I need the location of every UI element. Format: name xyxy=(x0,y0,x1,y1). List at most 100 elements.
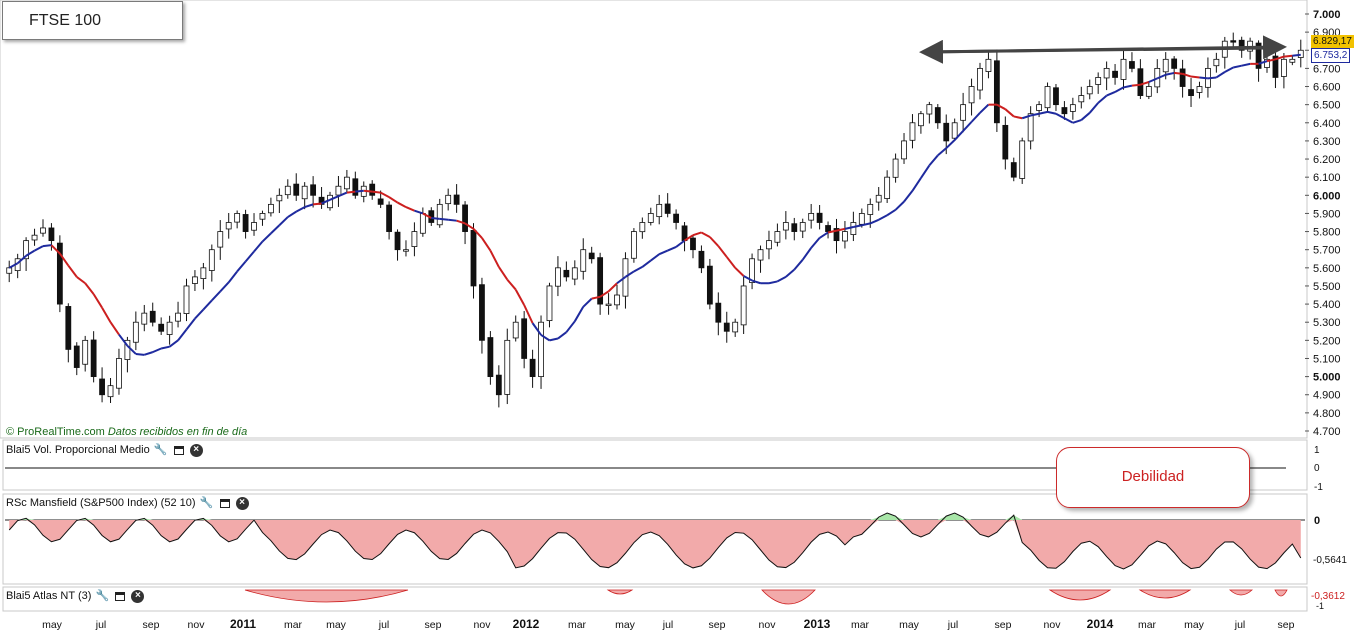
close-icon[interactable]: × xyxy=(235,496,249,510)
ma-segment xyxy=(853,224,863,229)
ma-segment xyxy=(717,245,728,258)
ma-segment xyxy=(624,270,635,278)
ma-segment xyxy=(287,210,297,218)
ma-segment xyxy=(514,289,526,306)
candle-body xyxy=(208,249,215,271)
ma-segment xyxy=(633,266,643,273)
rsc-axis-label: 0 xyxy=(1314,515,1320,527)
close-icon[interactable]: × xyxy=(189,443,203,457)
ma-segment xyxy=(278,216,289,226)
ma-segment xyxy=(1097,94,1108,104)
ma-segment xyxy=(1156,73,1167,80)
close-icon[interactable]: × xyxy=(131,589,145,603)
candle-body xyxy=(90,339,97,378)
vol-axis-label: 0 xyxy=(1314,463,1320,474)
ma-segment xyxy=(295,206,306,213)
window-icon[interactable] xyxy=(113,589,127,603)
chart-title: FTSE 100 xyxy=(29,12,102,29)
candle-body xyxy=(690,237,696,251)
ma-segment xyxy=(776,276,787,283)
ma-segment xyxy=(1241,62,1251,67)
ma-segment xyxy=(219,281,230,293)
panel-vol-label: Blai5 Vol. Proporcional Medio xyxy=(6,444,150,456)
panel-atlas-header: Blai5 Atlas NT (3) 🔧 × xyxy=(6,588,145,604)
candle-body xyxy=(1238,39,1245,51)
ma-segment xyxy=(194,308,205,320)
ma-segment xyxy=(118,333,129,347)
y-tick-label: 5.000 xyxy=(1313,372,1341,384)
ma-segment xyxy=(472,228,483,239)
copyright-text: Datos recibidos en fin de día xyxy=(107,426,248,438)
window-icon[interactable] xyxy=(218,496,232,510)
ma-segment xyxy=(1004,108,1015,118)
candle-body xyxy=(200,267,207,280)
candle-body xyxy=(487,337,494,378)
candle-body xyxy=(343,176,350,190)
candle-body xyxy=(943,122,950,142)
wrench-icon[interactable]: 🔧 xyxy=(95,589,110,602)
candle-body xyxy=(251,222,257,231)
y-tick-label: 5.500 xyxy=(1313,281,1341,293)
ma-segment xyxy=(236,260,247,273)
resistance-arrow-right xyxy=(924,35,1287,60)
candle-body xyxy=(1264,58,1270,68)
candle-body xyxy=(757,249,764,261)
candle-body xyxy=(842,231,848,242)
y-tick-label: 6.500 xyxy=(1313,100,1341,112)
x-tick-label: mar xyxy=(568,619,587,631)
atlas-negative-area xyxy=(1274,589,1288,597)
candle-body xyxy=(73,345,80,368)
ma-segment xyxy=(67,264,78,278)
ma-segment xyxy=(1182,72,1192,78)
ma-segment xyxy=(591,295,601,300)
x-tick-label: 2012 xyxy=(513,617,540,631)
ma-segment xyxy=(650,253,660,262)
candle-body xyxy=(1289,58,1296,63)
wrench-icon[interactable]: 🔧 xyxy=(199,496,214,509)
ma-segment xyxy=(928,154,939,167)
candle-body xyxy=(892,158,899,178)
candle-body xyxy=(116,358,122,389)
x-tick-label: may xyxy=(42,619,63,631)
ma-segment xyxy=(8,262,19,269)
candle-body xyxy=(268,203,274,214)
x-tick-label: nov xyxy=(474,619,492,631)
y-tick-label: 5.400 xyxy=(1313,299,1341,311)
ma-segment xyxy=(1207,76,1217,80)
candle-body xyxy=(825,225,831,232)
ma-segment xyxy=(1174,71,1183,75)
x-tick-label: sep xyxy=(995,619,1012,631)
candle-body xyxy=(217,231,224,248)
x-tick-label: sep xyxy=(425,619,442,631)
x-tick-label: may xyxy=(615,619,636,631)
ma-segment xyxy=(953,130,964,141)
ma-segment xyxy=(1233,64,1242,69)
window-icon[interactable] xyxy=(172,443,186,457)
ma-segment xyxy=(143,351,154,356)
candle-body xyxy=(875,194,882,203)
ma-segment xyxy=(1283,54,1293,58)
candle-body xyxy=(293,183,300,196)
ma-segment xyxy=(422,212,432,219)
wrench-icon[interactable]: 🔧 xyxy=(153,443,168,456)
ma-segment xyxy=(25,249,36,257)
candle-body xyxy=(504,339,511,395)
ma-segment xyxy=(431,216,440,220)
ma-segment xyxy=(1292,53,1301,57)
candle-body xyxy=(56,242,63,305)
panel-rsc-label: RSc Mansfield (S&P500 Index) (52 10) xyxy=(6,497,196,509)
ma-segment xyxy=(540,334,551,342)
candle-body xyxy=(791,223,798,232)
candle-body xyxy=(1196,86,1203,93)
candle-body xyxy=(1171,58,1178,69)
ma-segment xyxy=(211,290,221,302)
candle-body xyxy=(445,194,452,205)
candle-body xyxy=(858,213,865,225)
ma-segment xyxy=(414,209,424,215)
candle-body xyxy=(149,310,156,323)
x-tick-label: nov xyxy=(1044,619,1062,631)
ma-segment xyxy=(531,322,542,336)
ma-segment xyxy=(202,299,213,311)
ma-segment xyxy=(1088,102,1099,114)
